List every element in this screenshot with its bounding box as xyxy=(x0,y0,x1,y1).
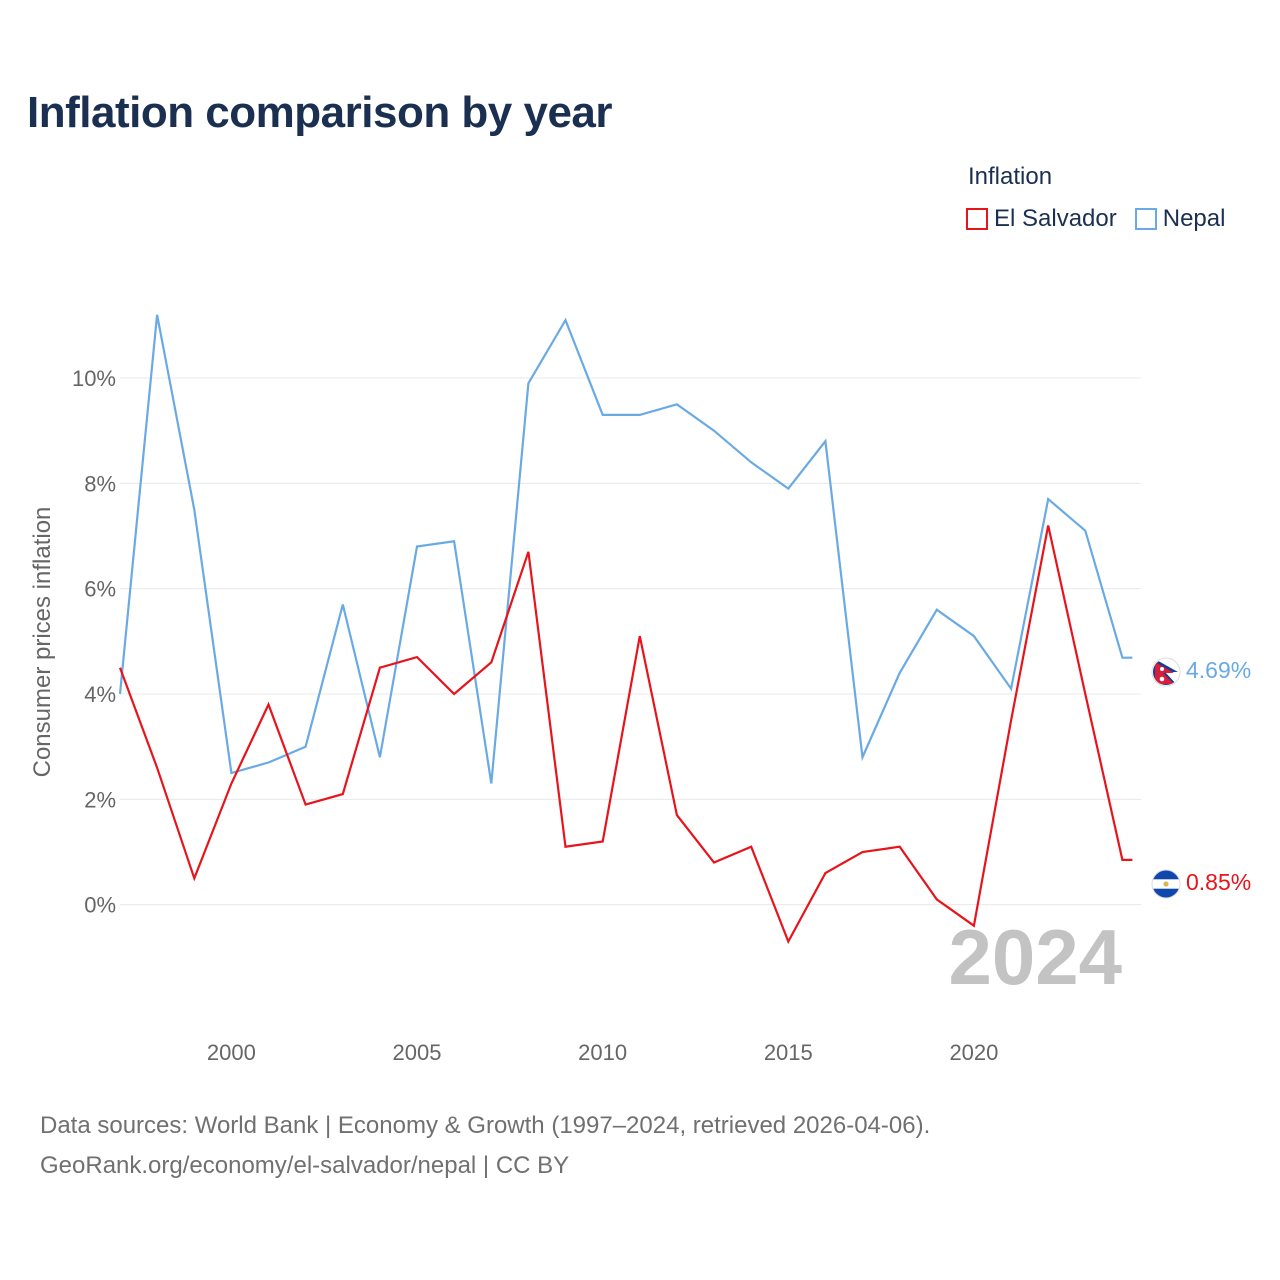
x-tick-label: 2000 xyxy=(207,1040,256,1065)
legend-item-nepal[interactable]: Nepal xyxy=(1134,205,1226,233)
el-salvador-flag-icon xyxy=(1151,869,1181,899)
y-tick-label: 4% xyxy=(84,682,116,707)
series-line-nepal[interactable] xyxy=(118,314,1133,784)
y-tick-label: 6% xyxy=(84,577,116,602)
y-axis-ticks: 0% 2% 4% 6% 8% 10% xyxy=(72,366,116,918)
legend-item-el-salvador[interactable]: El Salvador xyxy=(966,205,1117,233)
legend: El Salvador Nepal xyxy=(966,205,1225,233)
x-tick-label: 2005 xyxy=(393,1040,442,1065)
series-line-el-salvador[interactable] xyxy=(118,525,1133,945)
el-salvador-end-label: 0.85% xyxy=(1186,869,1251,895)
x-tick-label: 2015 xyxy=(764,1040,813,1065)
source-link[interactable]: GeoRank.org/economy/el-salvador/nepal | … xyxy=(40,1152,570,1179)
legend-swatch-el-salvador xyxy=(966,208,988,230)
series-group xyxy=(118,314,1133,945)
x-axis-ticks: 2000 2005 2010 2015 2020 xyxy=(207,1040,998,1065)
y-axis-label: Consumer prices inflation xyxy=(29,507,56,778)
nepal-end-label: 4.69% xyxy=(1186,657,1251,683)
x-tick-label: 2010 xyxy=(578,1040,627,1065)
legend-swatch-nepal xyxy=(1134,208,1157,230)
data-source: Data sources: World Bank | Economy & Gro… xyxy=(40,1106,930,1186)
chart-title: Inflation comparison by year xyxy=(27,88,613,137)
year-watermark: 2024 xyxy=(948,913,1122,1001)
y-tick-label: 10% xyxy=(72,366,116,391)
grid-lines xyxy=(120,377,1141,906)
y-tick-label: 8% xyxy=(84,471,116,496)
y-tick-label: 2% xyxy=(84,787,116,812)
legend-title: Inflation xyxy=(968,163,1053,190)
legend-label-el-salvador: El Salvador xyxy=(994,205,1117,232)
y-tick-label: 0% xyxy=(84,893,116,918)
nepal-flag-icon xyxy=(1151,657,1181,687)
end-markers xyxy=(1151,657,1181,899)
x-tick-label: 2020 xyxy=(949,1040,998,1065)
source-line-1: Data sources: World Bank | Economy & Gro… xyxy=(40,1112,931,1139)
legend-label-nepal: Nepal xyxy=(1162,205,1226,232)
